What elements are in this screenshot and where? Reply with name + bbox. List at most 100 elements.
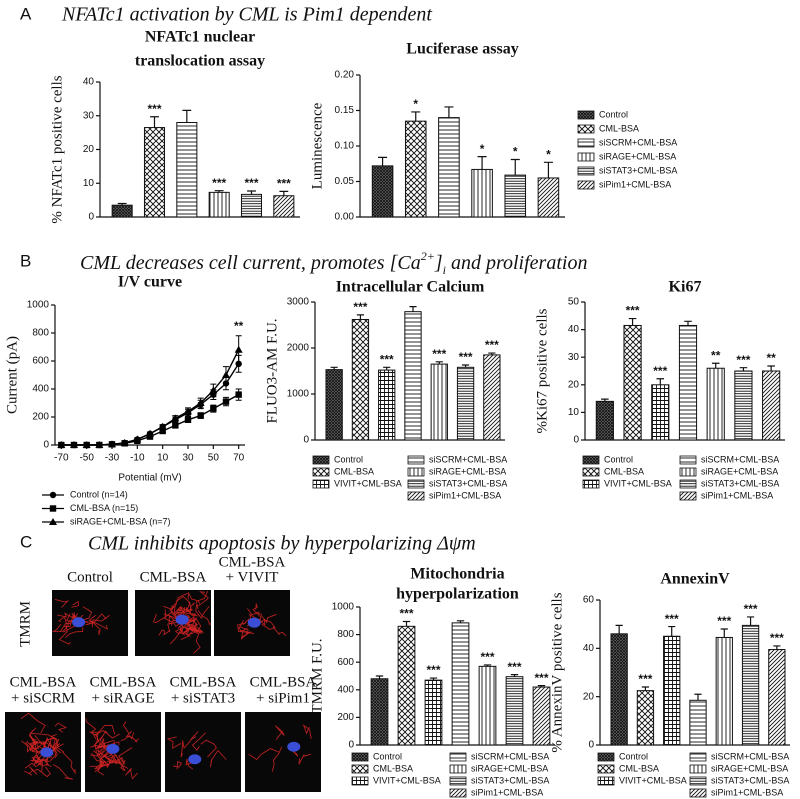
legend-label: siSTAT3+CML-BSA	[429, 478, 507, 488]
bar	[532, 686, 551, 746]
y-axis-label: TMRM F.U.	[309, 638, 325, 713]
error-bar	[711, 362, 720, 369]
y-tick-label: 0	[43, 440, 49, 451]
mitochondria	[54, 722, 68, 733]
legend-swatch	[679, 455, 697, 465]
error-bar	[409, 306, 417, 312]
y-tick-label: 400	[32, 384, 49, 395]
marker	[95, 441, 104, 448]
significance-label: ***	[212, 176, 226, 190]
error-bar	[402, 620, 411, 627]
mitochondria	[168, 615, 184, 627]
bar	[404, 120, 427, 218]
legend-swatch	[679, 479, 697, 489]
mitochondria	[65, 627, 84, 638]
legend-label: siSCRM+CML-BSA	[429, 454, 507, 464]
mitochondria	[33, 751, 45, 766]
mitochondria	[91, 614, 110, 628]
marker	[108, 440, 116, 448]
error-bar	[378, 156, 388, 166]
micrograph	[245, 712, 321, 792]
mitochondria	[197, 591, 209, 607]
legend-swatch	[407, 467, 425, 477]
bar	[651, 384, 670, 441]
y-tick-label: 0	[348, 740, 354, 751]
image-label: + siRAGE	[91, 690, 154, 706]
error-bar	[641, 686, 650, 691]
legend-swatch	[449, 764, 467, 774]
marker	[235, 391, 242, 398]
y-tick-label: 0.05	[335, 176, 355, 187]
mitochondria	[252, 603, 262, 618]
marker	[234, 345, 243, 353]
bar	[430, 363, 448, 441]
error-bar	[684, 320, 692, 326]
marker	[57, 441, 66, 448]
significance-label: ***	[744, 602, 758, 616]
chart-title: I/V curve	[118, 274, 182, 291]
y-tick-label: 800	[32, 328, 49, 339]
bar	[623, 324, 642, 441]
x-tick-label: 70	[233, 453, 245, 464]
image-label: CML-BSA	[219, 554, 286, 570]
mitochondria	[302, 724, 312, 739]
y-tick-label: 20	[568, 379, 580, 390]
y-tick-label: 0	[303, 435, 309, 446]
error-bar	[694, 693, 702, 701]
bar	[610, 633, 628, 746]
mitochondria	[174, 606, 185, 616]
y-tick-label: 0	[573, 435, 579, 446]
y-tick-label: 50	[568, 297, 580, 308]
title-part: ]	[434, 252, 443, 274]
panel-title: CML decreases cell current, promotes [Ca…	[80, 249, 587, 277]
error-bar	[279, 190, 289, 196]
mitochondria	[85, 613, 107, 626]
legend-swatch	[597, 764, 615, 774]
legend-swatch	[689, 776, 707, 786]
significance-label: ***	[717, 614, 731, 628]
mitochondria	[120, 732, 135, 741]
x-tick-label: -50	[79, 453, 94, 464]
mitochondria	[169, 626, 186, 645]
y-tick-label: 0.20	[335, 70, 355, 81]
error-bar	[510, 158, 520, 176]
image-label: + siPim1	[256, 690, 310, 706]
bar	[762, 370, 781, 441]
panel-label: C	[20, 532, 32, 551]
marker	[146, 429, 154, 437]
bar	[351, 318, 370, 441]
y-tick-label: 60	[583, 595, 595, 606]
mitochondria	[164, 609, 173, 626]
legend-label: Control	[604, 454, 633, 464]
x-axis-label: Potential (mV)	[118, 473, 181, 484]
bar	[370, 678, 389, 746]
legend-swatch	[312, 455, 330, 465]
chart-title: translocation assay	[135, 53, 265, 70]
bar	[208, 191, 230, 218]
mitochondria	[20, 712, 46, 734]
marker	[133, 435, 142, 443]
mitochondria	[191, 732, 207, 752]
bar	[471, 168, 493, 218]
significance-label: ***	[244, 176, 258, 190]
error-bar	[182, 109, 192, 123]
error-bar	[444, 106, 454, 118]
mitochondria	[180, 740, 185, 758]
error-bar	[739, 367, 748, 371]
y-tick-label: 40	[568, 324, 580, 335]
legend-swatch	[689, 764, 707, 774]
significance-label: *	[480, 142, 485, 156]
mitochondria	[26, 738, 40, 750]
bar	[273, 195, 295, 218]
mitochondria	[96, 750, 106, 764]
significance-label: ***	[626, 304, 640, 318]
nucleus	[106, 743, 120, 754]
legend-swatch	[351, 764, 369, 774]
y-tick-label: 3000	[287, 297, 310, 308]
legend-swatch	[597, 776, 615, 786]
mitochondria	[125, 768, 138, 780]
image-label: CML-BSA	[140, 569, 207, 585]
marker	[222, 398, 230, 405]
panel-label: A	[20, 4, 32, 23]
marker	[196, 399, 205, 406]
